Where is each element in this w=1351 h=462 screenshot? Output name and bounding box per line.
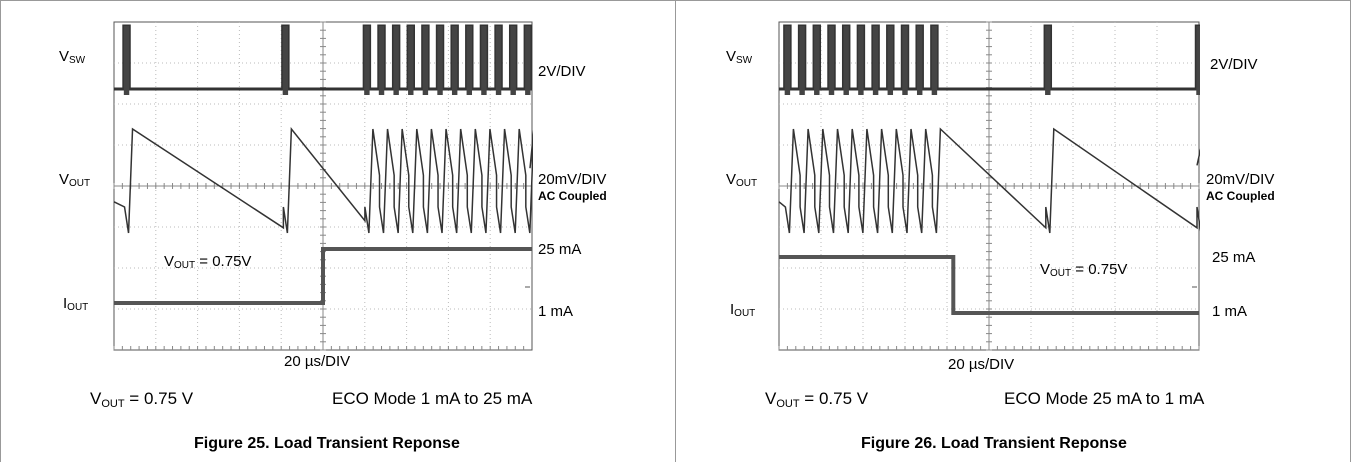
vsw-pulse [408, 26, 414, 95]
timebase-label: 20 µs/DIV [948, 356, 1015, 373]
vsw-pulse [378, 26, 385, 95]
oscilloscope-plot-fig26 [778, 21, 1200, 353]
vsw-pulse [902, 26, 908, 95]
load-level-low: 1 mA [538, 303, 574, 320]
channel-label-iout: IOUT [63, 295, 89, 313]
vsw-pulse [843, 26, 849, 95]
vout-annotation: VOUT = 0.75V [1040, 261, 1128, 279]
figure-26-panel: VSW VOUT IOUT 2V/DIV 20mV/DIV AC Coupled… [676, 0, 1351, 462]
vsw-pulse [525, 26, 531, 95]
vsw-pulse [495, 26, 502, 95]
scale-label-vout: 20mV/DIV [538, 171, 607, 188]
vsw-pulse [437, 26, 443, 95]
scale-label-vsw: 2V/DIV [538, 63, 586, 80]
vsw-pulse [814, 26, 820, 95]
channel-label-vout: VOUT [59, 171, 91, 189]
channel-label-vsw: VSW [59, 48, 86, 66]
vsw-pulse [799, 26, 805, 95]
vsw-pulse [451, 26, 458, 95]
figure-25-panel: VSW VOUT IOUT 2V/DIV 20mV/DIV AC Coupled… [0, 0, 676, 462]
oscilloscope-plot-fig25 [113, 21, 533, 353]
vsw-pulse [123, 26, 130, 95]
channel-label-vout: VOUT [726, 171, 758, 189]
vsw-pulse [422, 26, 429, 95]
scale-label-vout: 20mV/DIV [1206, 171, 1275, 188]
vsw-pulse [393, 26, 399, 95]
vsw-pulse [931, 26, 938, 95]
trace-iout [114, 247, 532, 305]
trace-vout [778, 127, 1200, 234]
vsw-pulse [481, 26, 487, 95]
mode-condition: ECO Mode 25 mA to 1 mA [1004, 389, 1205, 408]
vsw-pulse [510, 26, 516, 95]
vsw-pulse [1045, 26, 1051, 95]
trace-iout [779, 255, 1199, 315]
vsw-pulse [1196, 26, 1200, 95]
figure-caption: Figure 26. Load Transient Reponse [861, 435, 1127, 452]
load-level-high: 25 mA [538, 241, 582, 258]
vout-condition: VOUT = 0.75 V [765, 389, 869, 410]
channel-label-vsw: VSW [726, 48, 753, 66]
scale-label-vsw: 2V/DIV [1210, 56, 1258, 73]
vsw-pulse [828, 26, 835, 95]
vsw-pulse [466, 26, 473, 95]
timebase-label: 20 µs/DIV [284, 353, 351, 370]
vsw-pulse [916, 26, 923, 95]
trace-vout [113, 126, 533, 234]
vsw-pulse [872, 26, 879, 95]
coupling-note: AC Coupled [538, 189, 607, 203]
vsw-pulse [784, 26, 791, 95]
figure-caption: Figure 25. Load Transient Reponse [194, 435, 460, 452]
channel-label-iout: IOUT [730, 301, 756, 319]
vsw-pulse [282, 26, 289, 95]
vsw-pulse [364, 26, 370, 95]
vsw-pulse [858, 26, 864, 95]
load-level-high: 25 mA [1212, 249, 1256, 266]
coupling-note: AC Coupled [1206, 189, 1275, 203]
mode-condition: ECO Mode 1 mA to 25 mA [332, 389, 533, 408]
vout-condition: VOUT = 0.75 V [90, 389, 194, 410]
vsw-pulse [887, 26, 894, 95]
load-level-low: 1 mA [1212, 303, 1248, 320]
vout-annotation: VOUT = 0.75V [164, 253, 252, 271]
